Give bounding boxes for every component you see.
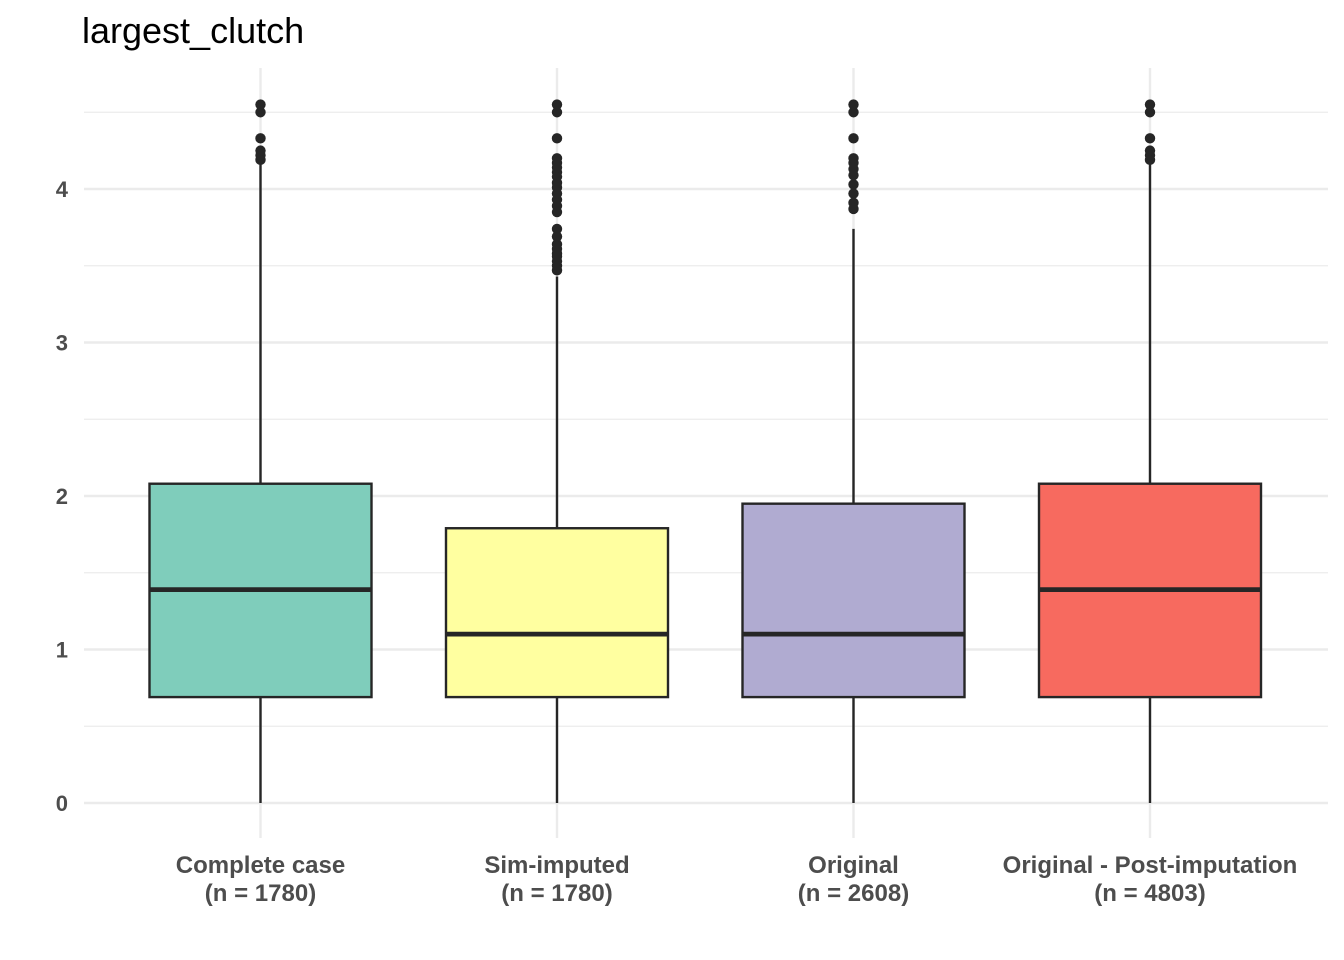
outlier-point xyxy=(255,145,266,156)
grid-lines xyxy=(84,68,1328,838)
outlier-point xyxy=(1144,133,1156,144)
outlier-point xyxy=(848,99,859,110)
outlier-point xyxy=(255,133,266,144)
x-tick-label: Sim-imputed xyxy=(484,852,629,879)
outlier-point xyxy=(848,133,859,144)
outlier-point xyxy=(1144,145,1156,156)
outlier-point xyxy=(551,239,563,250)
outlier-point xyxy=(551,153,563,164)
y-tick-label: 1 xyxy=(56,638,68,663)
y-tick-label: 2 xyxy=(56,484,68,509)
outlier-point xyxy=(551,99,563,110)
y-tick-label: 0 xyxy=(56,791,68,816)
boxes xyxy=(148,99,1263,803)
box-body xyxy=(741,502,966,699)
outlier-point xyxy=(255,99,266,110)
outlier-point xyxy=(848,153,859,164)
x-tick-label: Original xyxy=(808,852,899,879)
x-tick-count-label: (n = 2608) xyxy=(798,880,909,907)
outlier-point xyxy=(848,188,859,199)
outlier-point xyxy=(551,133,563,144)
x-tick-count-label: (n = 1780) xyxy=(205,880,316,907)
box-body xyxy=(444,527,670,699)
outlier-point xyxy=(1144,99,1156,110)
x-tick-count-label: (n = 4803) xyxy=(1094,880,1205,907)
x-tick-count-label: (n = 1780) xyxy=(501,880,612,907)
y-tick-label: 4 xyxy=(56,177,69,202)
y-tick-label: 3 xyxy=(56,331,68,356)
outlier-point xyxy=(551,231,563,242)
chart-title: largest_clutch xyxy=(82,10,305,51)
outlier-point xyxy=(848,197,859,209)
x-tick-label: Complete case xyxy=(176,852,345,879)
outlier-point xyxy=(255,107,266,118)
x-tick-label: Original - Post-imputation xyxy=(1003,852,1298,879)
outlier-point xyxy=(848,179,859,190)
outlier-point xyxy=(1144,107,1156,118)
outlier-point xyxy=(848,107,859,118)
outlier-point xyxy=(551,107,563,118)
outlier-point xyxy=(551,223,563,235)
